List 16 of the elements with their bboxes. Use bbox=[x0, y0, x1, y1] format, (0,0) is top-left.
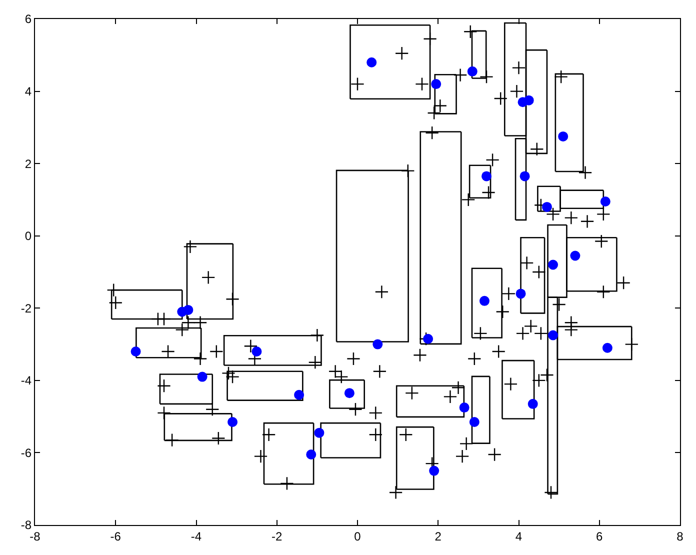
y-tick-label: 4 bbox=[24, 84, 32, 98]
x-tick-label: 2 bbox=[434, 529, 442, 544]
x-tick-label: -4 bbox=[190, 529, 202, 544]
x-tick-label: -2 bbox=[272, 529, 283, 544]
y-tick-label: 6 bbox=[24, 12, 32, 26]
y-tick-label: -4 bbox=[20, 374, 32, 388]
x-tick-label: -6 bbox=[110, 529, 122, 544]
y-tick-label: -6 bbox=[20, 446, 32, 460]
y-tick-label: -8 bbox=[20, 518, 32, 532]
x-tick-label: 6 bbox=[596, 529, 604, 544]
x-tick-label: 4 bbox=[515, 529, 522, 544]
x-tick-label: 0 bbox=[354, 529, 362, 544]
y-tick-label: -2 bbox=[20, 301, 32, 316]
y-tick-label: 0 bbox=[24, 229, 32, 244]
y-tick-label: 2 bbox=[24, 156, 32, 171]
x-tick-label: 8 bbox=[676, 529, 684, 544]
